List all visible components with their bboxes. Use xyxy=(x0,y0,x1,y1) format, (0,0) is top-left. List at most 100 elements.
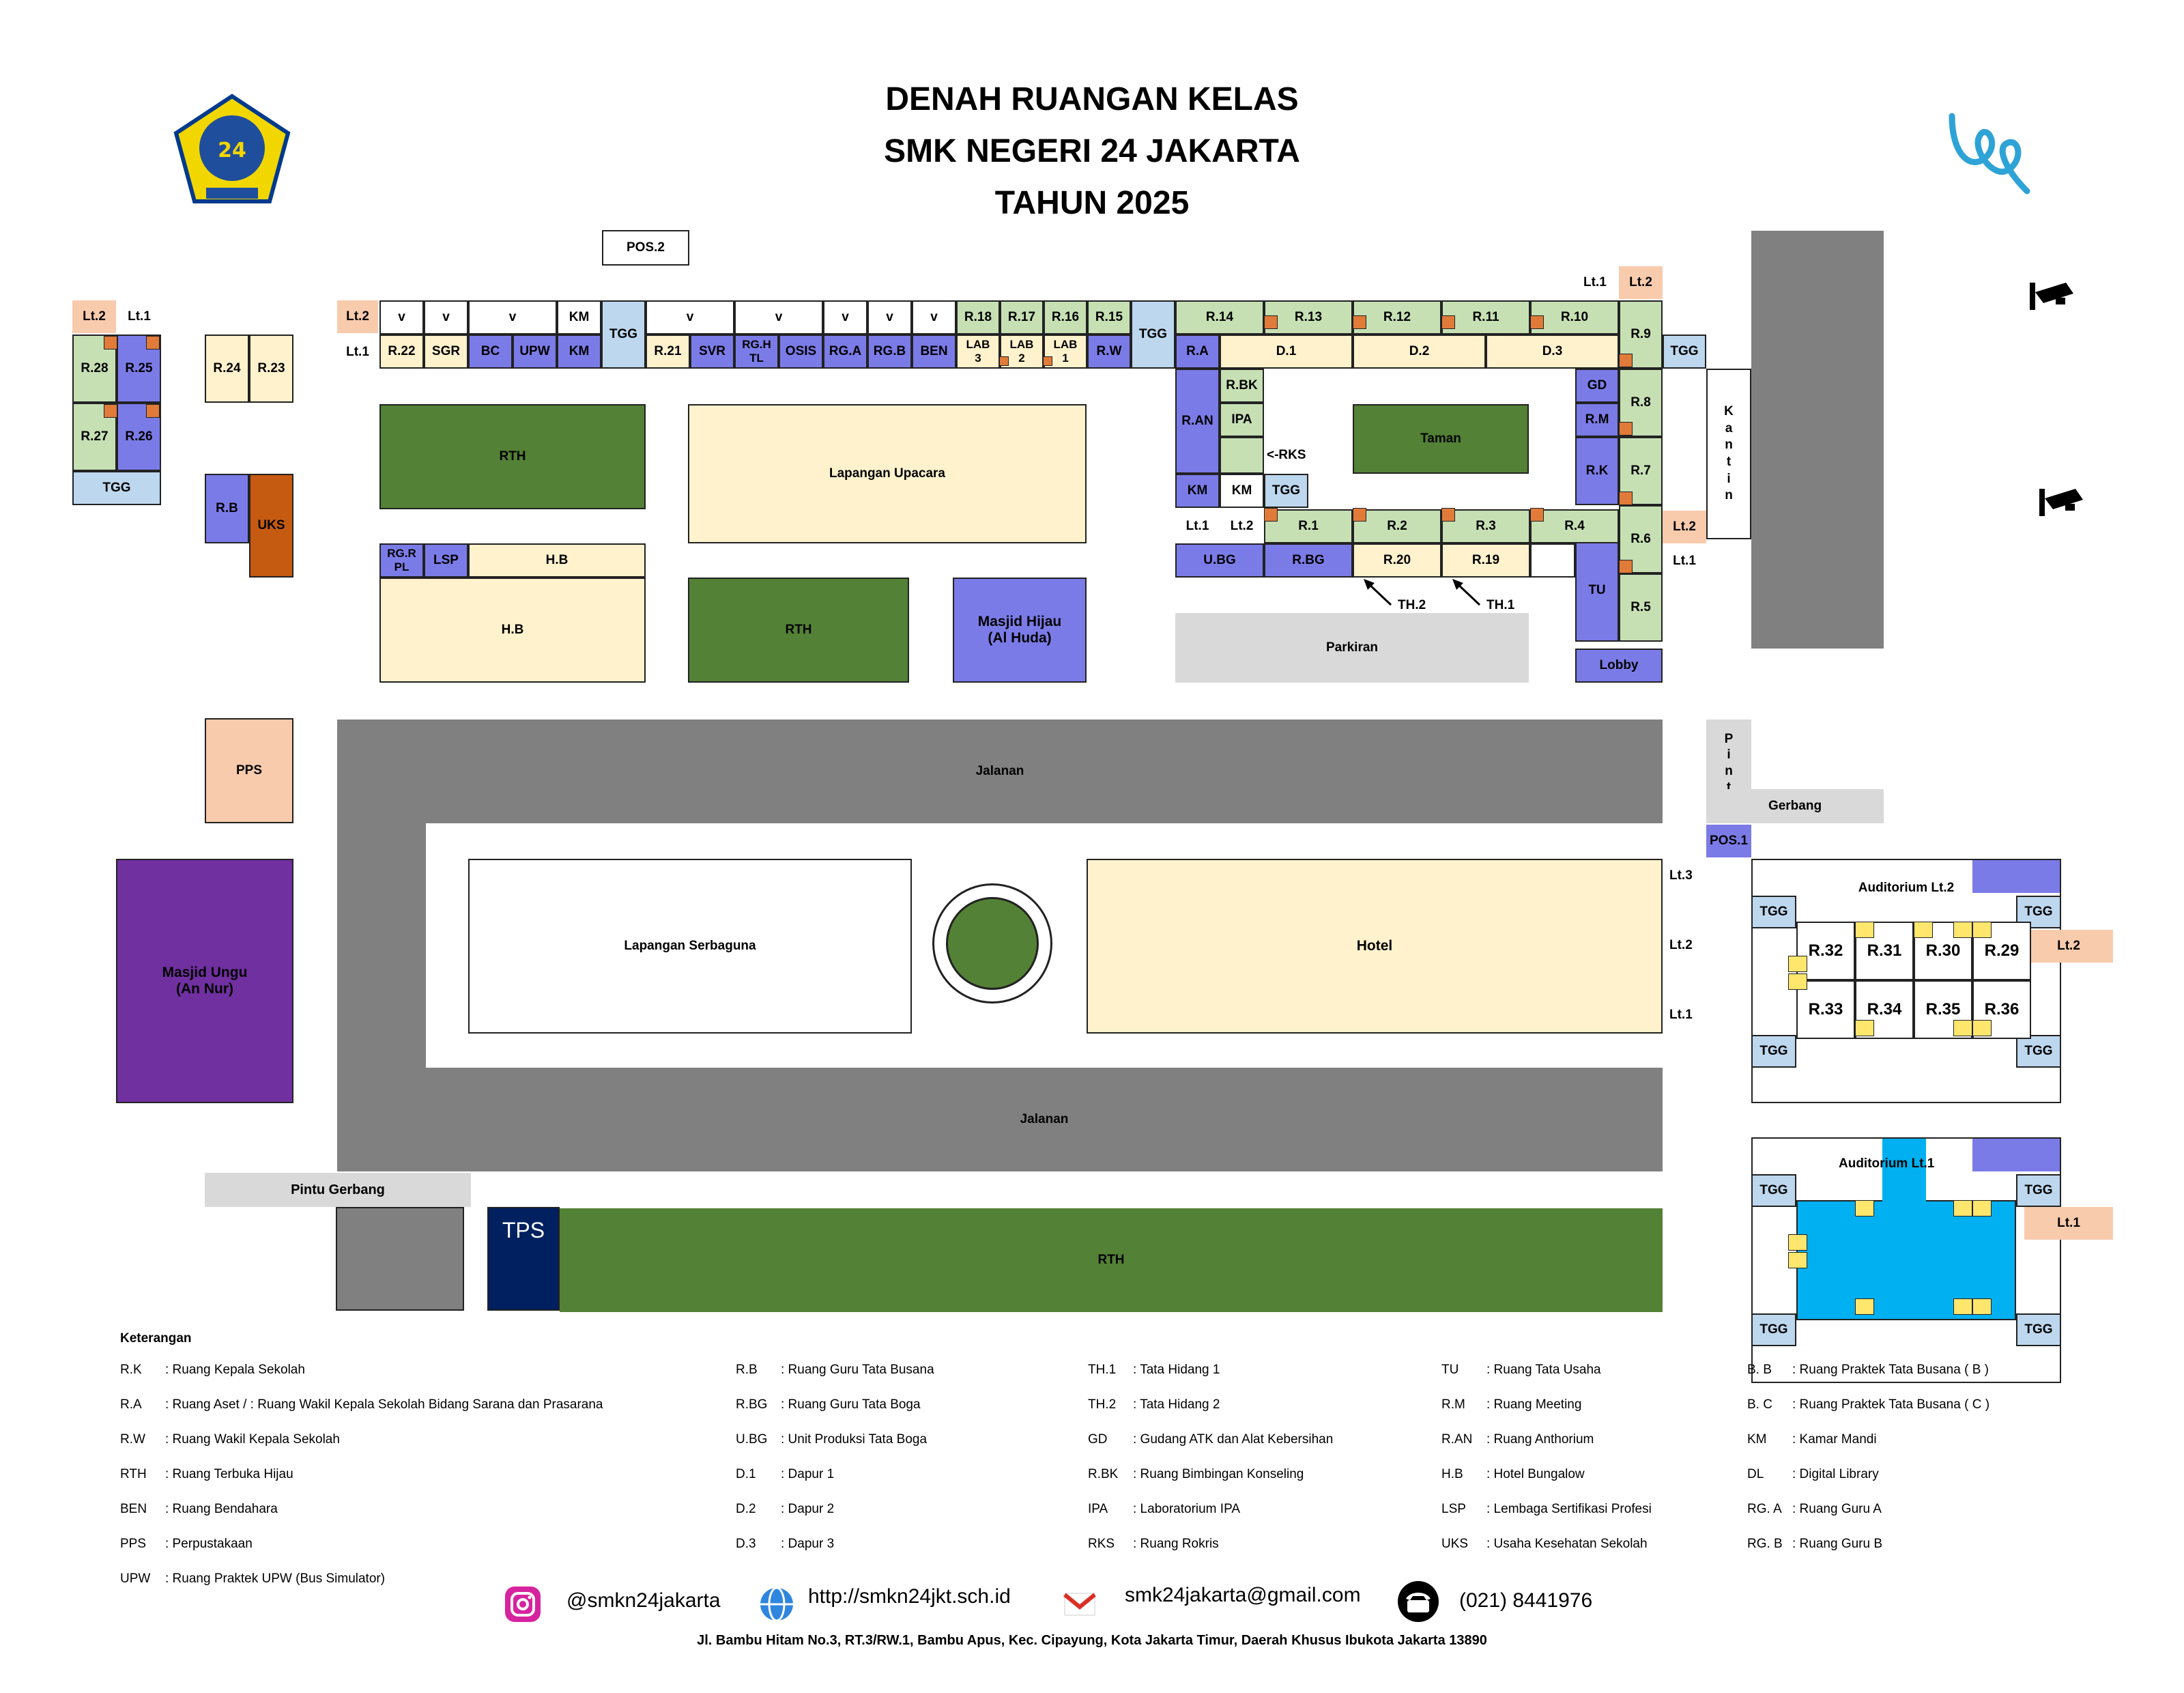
legend-description: : Ruang Wakil Kepala Sekolah xyxy=(165,1432,340,1447)
floor-label: Lt.1 xyxy=(1669,1008,1693,1022)
auditorium-marker xyxy=(1953,1020,1972,1036)
legend-key: H.B xyxy=(1441,1467,1463,1481)
legend-key: TH.2 xyxy=(1088,1397,1117,1412)
legend-key: R.B xyxy=(736,1363,758,1377)
map-title: DENAH RUANGAN KELAS xyxy=(885,81,1299,117)
cctv-marker xyxy=(1530,315,1544,329)
legend-description: : Ruang Guru B xyxy=(1792,1537,1883,1551)
floor-label: Lt.2 xyxy=(1619,266,1663,299)
stairs-tgg: TGG xyxy=(1663,335,1706,369)
classroom-r30: R.30 xyxy=(1914,922,1972,980)
cctv-marker xyxy=(1619,492,1633,505)
room-void: v xyxy=(823,300,867,335)
roundabout-garden xyxy=(946,897,1039,990)
phone-icon[interactable] xyxy=(1396,1580,1440,1623)
green-open-space-rth: RTH xyxy=(688,578,909,683)
floor-label: Lt.1 xyxy=(1583,275,1607,289)
room-rgrpl: RG.R PL xyxy=(379,543,424,578)
auditorium-marker xyxy=(1972,1020,1992,1036)
stairs-tgg: TGG xyxy=(2016,1174,2061,1207)
green-open-space-rth: RTH xyxy=(560,1208,1663,1312)
guard-post-1: POS.1 xyxy=(1706,825,1751,857)
room-uks: UKS xyxy=(249,474,293,578)
cctv-marker xyxy=(1441,508,1455,522)
stairs-tgg: TGG xyxy=(2016,1035,2061,1068)
lab-2: LAB 2 xyxy=(1000,335,1044,369)
auditorium-marker xyxy=(1953,1200,1972,1217)
floor-label: Lt.2 xyxy=(337,300,378,333)
auditorium-marker xyxy=(1953,1298,1972,1315)
legend-item: RTH: Ruang Terbuka Hijau xyxy=(120,1467,293,1482)
auditorium-marker xyxy=(1953,922,1972,938)
legend-key: TU xyxy=(1441,1363,1459,1377)
legend-description: : Ruang Guru Tata Busana xyxy=(781,1363,934,1377)
legend-key: TH.1 xyxy=(1088,1363,1117,1377)
lobby: Lobby xyxy=(1575,649,1663,683)
classroom-r20: R.20 xyxy=(1353,543,1441,578)
auditorium-marker xyxy=(1855,1020,1874,1036)
room-void: v xyxy=(468,300,557,335)
cctv-camera-icon xyxy=(2030,283,2073,310)
brand-logo-icon xyxy=(1949,113,2030,195)
legend-description: : Ruang Meeting xyxy=(1486,1397,1582,1412)
arrow-icon xyxy=(1364,579,1481,606)
room-rb: R.B xyxy=(205,474,249,543)
legend-item: B. B: Ruang Praktek Tata Busana ( B ) xyxy=(1747,1363,1989,1378)
floor-label: Lt.2 xyxy=(72,300,116,333)
globe-icon[interactable] xyxy=(758,1585,796,1623)
kitchen-d2: D.2 xyxy=(1353,335,1486,369)
room-void: v xyxy=(912,300,956,335)
floor-label: Lt.1 xyxy=(1663,545,1706,578)
kantin: K a n t i n xyxy=(1706,369,1751,539)
classroom-r12: R.12 xyxy=(1353,300,1441,335)
legend-item: R.BG: Ruang Guru Tata Boga xyxy=(736,1397,921,1412)
classroom-r9: R.9 xyxy=(1619,300,1663,369)
lab-ipa: IPA xyxy=(1220,403,1264,437)
auditorium-stage xyxy=(1972,1139,2060,1171)
email-link[interactable]: smk24jakarta@gmail.com xyxy=(1125,1584,1361,1606)
stairs-tgg: TGG xyxy=(1131,300,1175,369)
stairs-tgg: TGG xyxy=(1751,896,1796,928)
room-void: v xyxy=(867,300,912,335)
legend-key: R.BK xyxy=(1088,1467,1119,1481)
instagram-icon[interactable] xyxy=(504,1585,542,1623)
legend-key: B. C xyxy=(1747,1397,1772,1412)
room-ubg: U.BG xyxy=(1175,543,1264,578)
classroom-r3: R.3 xyxy=(1441,509,1530,543)
school-address: Jl. Bambu Hitam No.3, RT.3/RW.1, Bambu A… xyxy=(697,1633,1487,1648)
floor-label: Lt.2 xyxy=(1663,511,1706,543)
gmail-icon[interactable] xyxy=(1063,1591,1096,1618)
stairs-tgg: TGG xyxy=(2016,896,2061,928)
phone-number[interactable]: (021) 8441976 xyxy=(1459,1589,1593,1612)
legend-key: BEN xyxy=(120,1502,147,1516)
instagram-handle[interactable]: @smkn24jakarta xyxy=(566,1589,721,1612)
legend-key: RG. A xyxy=(1747,1502,1782,1516)
library-pps: PPS xyxy=(205,718,293,823)
legend-item: R.K: Ruang Kepala Sekolah xyxy=(120,1363,305,1378)
multipurpose-field: Lapangan Serbaguna xyxy=(468,859,912,1034)
room-rm: R.M xyxy=(1575,403,1619,437)
legend-item: RG. B: Ruang Guru B xyxy=(1747,1537,1882,1552)
classroom-r4: R.4 xyxy=(1530,509,1619,543)
road-south: Jalanan xyxy=(426,1068,1663,1171)
legend-description: : Ruang Bendahara xyxy=(165,1502,278,1516)
garden-taman: Taman xyxy=(1353,404,1529,474)
room-rks xyxy=(1220,437,1264,474)
room-rgb: RG.B xyxy=(867,335,912,369)
legend-item: D.1: Dapur 1 xyxy=(736,1467,834,1482)
website-link[interactable]: http://smkn24jkt.sch.id xyxy=(808,1585,1011,1608)
stairs-tgg: TGG xyxy=(1751,1313,1796,1346)
cctv-marker xyxy=(1043,356,1052,366)
legend-key: R.W xyxy=(120,1432,145,1447)
auditorium-lt1-label: Auditorium Lt.1 xyxy=(1839,1156,1935,1171)
room-gd: GD xyxy=(1575,369,1619,403)
cctv-marker xyxy=(104,404,117,418)
cctv-marker xyxy=(1264,315,1278,329)
legend-item: B. C: Ruang Praktek Tata Busana ( C ) xyxy=(1747,1397,1989,1412)
cctv-marker xyxy=(1619,422,1633,436)
legend-description: : Tata Hidang 1 xyxy=(1133,1363,1220,1377)
masjid-hijau: Masjid Hijau (Al Huda) xyxy=(953,578,1087,683)
legend-description: : Ruang Kepala Sekolah xyxy=(165,1363,305,1377)
classroom-r16: R.16 xyxy=(1044,300,1087,335)
legend-description: : Dapur 2 xyxy=(781,1502,835,1516)
